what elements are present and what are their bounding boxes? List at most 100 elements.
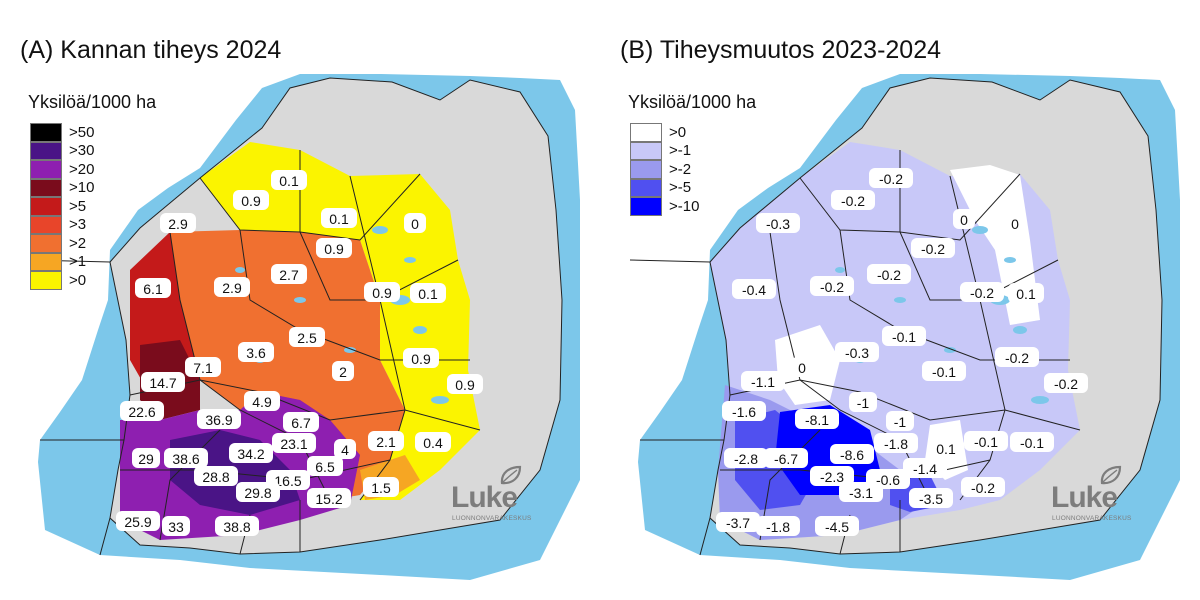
svg-text:14.7: 14.7 [149,375,176,391]
leaf-icon [500,465,522,485]
region-value-label: -1.8 [756,516,800,536]
region-value-label: 0 [404,213,426,233]
svg-text:4.9: 4.9 [252,394,272,410]
region-value-label: 2.7 [271,264,307,284]
legend-list: >50 >30 >20 >10 >5 >3 >2 >1 >0 [28,123,156,290]
legend-label: >5 [69,197,87,215]
svg-text:28.8: 28.8 [202,469,229,485]
svg-text:22.6: 22.6 [128,404,155,420]
svg-text:-1.6: -1.6 [732,404,756,420]
region-value-label: -0.2 [831,190,875,210]
legend-swatch [30,160,62,179]
svg-text:-0.1: -0.1 [974,434,998,450]
svg-text:29.8: 29.8 [244,485,271,501]
region-value-label: 2.5 [289,327,325,347]
svg-text:29: 29 [138,451,154,467]
svg-text:15.2: 15.2 [315,491,342,507]
svg-text:0.1: 0.1 [418,286,438,302]
svg-text:-0.2: -0.2 [1005,350,1029,366]
region-value-label: 0 [1004,213,1026,233]
svg-text:6.7: 6.7 [291,415,311,431]
region-value-label: -0.1 [1010,432,1054,452]
region-value-label: -0.2 [869,168,913,188]
map-b: -0.2 -0.2 -0.3 0 0 -0.2 -0.4 -0.2 -0.2 -0.2 0.1 -0.… [629,74,1180,580]
svg-text:36.9: 36.9 [205,412,232,428]
region-value-label: -6.7 [764,448,808,468]
logo-word: Luke [1051,481,1118,514]
svg-text:38.8: 38.8 [223,519,250,535]
svg-text:-0.2: -0.2 [1054,376,1078,392]
svg-text:0.1: 0.1 [1016,286,1036,302]
region-value-label: 4.9 [244,391,280,411]
region-value-label: 38.8 [215,516,259,536]
legend-item: >-1 [630,141,756,160]
region-value-label: 2.1 [368,431,404,451]
svg-text:-3.7: -3.7 [726,515,750,531]
svg-text:-0.3: -0.3 [845,345,869,361]
region-value-label: 0.9 [447,374,483,394]
region-value-label: 4 [334,439,356,459]
svg-text:0.9: 0.9 [241,193,261,209]
panel-b-density-change: -0.2 -0.2 -0.3 0 0 -0.2 -0.4 -0.2 -0.2 -0.2 0.1 -0.… [600,0,1200,600]
region-value-label: -0.3 [756,213,800,233]
region-value-label: -3.7 [716,512,760,532]
region-value-label: 3.6 [238,342,274,362]
region-value-label: -0.3 [835,342,879,362]
legend-title: Yksilöä/1000 ha [28,92,157,112]
svg-text:-8.6: -8.6 [840,447,864,463]
legend-item: >1 [30,252,156,271]
luke-logo: Luke LUONNONVARAKESKUS [1051,465,1141,525]
region-value-label: 7.1 [185,357,221,377]
svg-text:33: 33 [168,519,184,535]
region-labels: -0.2 -0.2 -0.3 0 0 -0.2 -0.4 -0.2 -0.2 -0.2 0.1 -0.… [716,168,1088,536]
svg-text:-1: -1 [894,414,907,430]
svg-text:-8.1: -8.1 [805,412,829,428]
region-value-label: 0.1 [410,283,446,303]
region-value-label: -1 [849,392,877,412]
region-value-label: 28.8 [194,466,238,486]
region-value-label: 2 [332,361,354,381]
region-value-label: -0.1 [882,326,926,346]
svg-text:-0.2: -0.2 [879,171,903,187]
svg-text:4: 4 [341,442,349,458]
svg-text:-0.1: -0.1 [892,329,916,345]
legend-swatch [30,123,62,142]
svg-text:-2.3: -2.3 [820,469,844,485]
svg-text:2.9: 2.9 [222,280,242,296]
region-value-label: 0 [953,209,975,229]
region-value-label: 23.1 [272,433,316,453]
region-value-label: -2.3 [810,466,854,486]
region-value-label: -0.2 [911,238,955,258]
legend-swatch [30,234,62,253]
region-value-label: -0.2 [810,276,854,296]
legend: Yksilöä/1000 ha >50 >30 >20 >10 >5 >3 >2… [28,92,156,290]
region-value-label: -2.8 [724,448,768,468]
legend-item: >5 [30,197,156,216]
svg-text:-3.5: -3.5 [919,491,943,507]
region-value-label: 6.5 [307,456,343,476]
region-value-label: 0.1 [271,170,307,190]
svg-text:0.9: 0.9 [411,351,431,367]
region-value-label: 0.9 [403,348,439,368]
region-labels: 0.1 0.9 2.9 0.1 0 0.9 6.1 2.9 2.7 0.9 0.1 2.5 3.6 0.9… [116,170,483,536]
legend-swatch [30,252,62,271]
svg-text:2.7: 2.7 [279,267,299,283]
legend-list: >0 >-1 >-2 >-5 >-10 [628,123,756,216]
legend-swatch [30,178,62,197]
svg-text:0: 0 [411,216,419,232]
region-value-label: 0.1 [1008,283,1044,303]
leaf-icon [1100,465,1122,485]
region-value-label: -0.4 [732,279,776,299]
region-value-label: -1 [886,411,914,431]
svg-text:-0.2: -0.2 [820,279,844,295]
svg-text:0.1: 0.1 [936,441,956,457]
region-value-label: -0.1 [922,361,966,381]
legend-swatch [630,197,662,216]
region-value-label: -0.2 [961,477,1005,497]
svg-text:16.5: 16.5 [274,473,301,489]
legend-item: >-2 [630,160,756,179]
svg-text:-1: -1 [857,395,870,411]
region-value-label: 0.1 [928,438,964,458]
legend-item: >30 [30,141,156,160]
legend-label: >30 [69,142,95,160]
